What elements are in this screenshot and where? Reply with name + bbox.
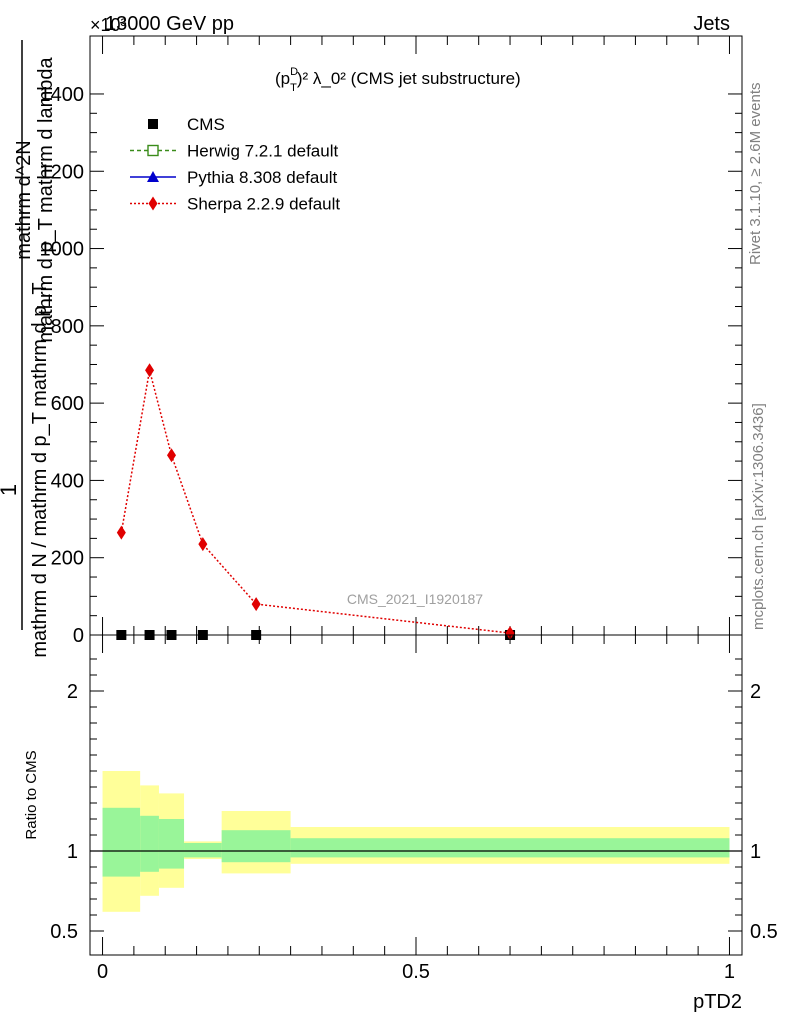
main-y-tick-label: 1000 <box>40 239 85 261</box>
legend-label: Sherpa 2.2.9 default <box>187 195 340 214</box>
legend-marker-diamond <box>148 196 158 211</box>
ratio-bands <box>90 771 742 912</box>
sherpa-point <box>145 363 155 378</box>
legend: CMS Herwig 7.2.1 default Pythia 8.308 defa… <box>130 115 340 214</box>
legend-label: CMS <box>187 115 225 134</box>
plot-title-sup: D <box>290 66 298 78</box>
y-label-numerator-top: mathrm d^2N <box>13 140 35 259</box>
ratio-y-tick-label-right: 1 <box>750 841 761 863</box>
mcplots-label: mcplots.cern.ch [arXiv:1306.3436] <box>750 403 767 630</box>
ratio-band-inner <box>290 838 730 858</box>
sherpa-line <box>120 370 511 634</box>
ratio-y-ticks: 0.5 0.5 1 1 2 2 <box>50 658 778 943</box>
legend-marker-open-square <box>147 144 159 157</box>
ratio-band-inner <box>158 819 185 869</box>
plot-title: (pD T)² λ_0² (CMS jet substructure) <box>275 66 521 94</box>
legend-marker-triangle <box>147 171 159 182</box>
header-energy: 13000 GeV pp <box>105 13 234 35</box>
ratio-band-inner <box>184 843 222 858</box>
y-label-numerator-bottom: mathrm d N / mathrm d p_T mathrm d p_T <box>29 282 51 657</box>
ratio-y-tick-label: 0.5 <box>50 921 78 943</box>
legend-label: Herwig 7.2.1 default <box>187 142 338 161</box>
ratio-band-inner <box>102 807 141 877</box>
y-label-denominator-top: mathrm d p_T mathrm d lambda <box>35 56 57 342</box>
ratio-band-inner <box>221 830 291 863</box>
sherpa-point <box>198 537 208 552</box>
watermark: CMS_2021_I1920187 <box>347 591 483 607</box>
ratio-y-tick-label: 1 <box>67 841 78 863</box>
main-y-tick-label: 200 <box>51 548 84 570</box>
main-y-axis-label: mathrm d^2N mathrm d p_T mathrm d lambda… <box>0 40 57 658</box>
plot-title-sub: T <box>290 82 297 94</box>
sherpa-point <box>116 525 126 540</box>
legend-marker-square <box>148 119 158 129</box>
main-y-tick-label: 1200 <box>40 161 85 183</box>
y-label-one: 1 <box>0 484 21 496</box>
x-tick-label: 0 <box>97 961 108 983</box>
x-tick-label: 0.5 <box>402 961 430 983</box>
sherpa-point <box>251 597 261 612</box>
x-tick-label: 1 <box>724 961 735 983</box>
plot-title-prefix: (p <box>275 69 290 88</box>
main-y-ticks: 0 200 400 600 800 1000 1200 1400 <box>40 84 742 647</box>
x-axis-label: pTD2 <box>693 991 742 1013</box>
main-y-tick-label: 0 <box>73 625 84 647</box>
ratio-x-ticks: 0 0.5 1 <box>97 635 735 983</box>
ratio-band-inner <box>140 815 159 872</box>
ratio-frame <box>89 634 743 956</box>
main-y-tick-label: 600 <box>51 393 84 415</box>
ratio-panel: 0.5 0.51 12 2 0 0.5 1 <box>50 634 778 983</box>
ratio-y-tick-label-right: 2 <box>750 681 761 703</box>
ratio-y-tick-label-right: 0.5 <box>750 921 778 943</box>
plot-title-rest: )² λ_0² (CMS jet substructure) <box>297 69 521 88</box>
ratio-y-tick-label: 2 <box>67 681 78 703</box>
ratio-y-label: Ratio to CMS <box>23 750 40 839</box>
rivet-label: Rivet 3.1.10, ≥ 2.6M events <box>747 83 764 266</box>
main-panel: 0 200 400 600 800 1000 1200 1400 CMS_2021_I1920… <box>40 35 743 647</box>
main-y-tick-label: 400 <box>51 470 84 492</box>
main-y-tick-label: 1400 <box>40 84 85 106</box>
main-y-tick-label: 800 <box>51 316 84 338</box>
header-exponent: ×10³ <box>90 15 127 35</box>
header-process: Jets <box>693 13 730 35</box>
legend-label: Pythia 8.308 default <box>187 168 338 187</box>
sherpa-point <box>505 626 515 641</box>
sherpa-point <box>167 448 176 463</box>
